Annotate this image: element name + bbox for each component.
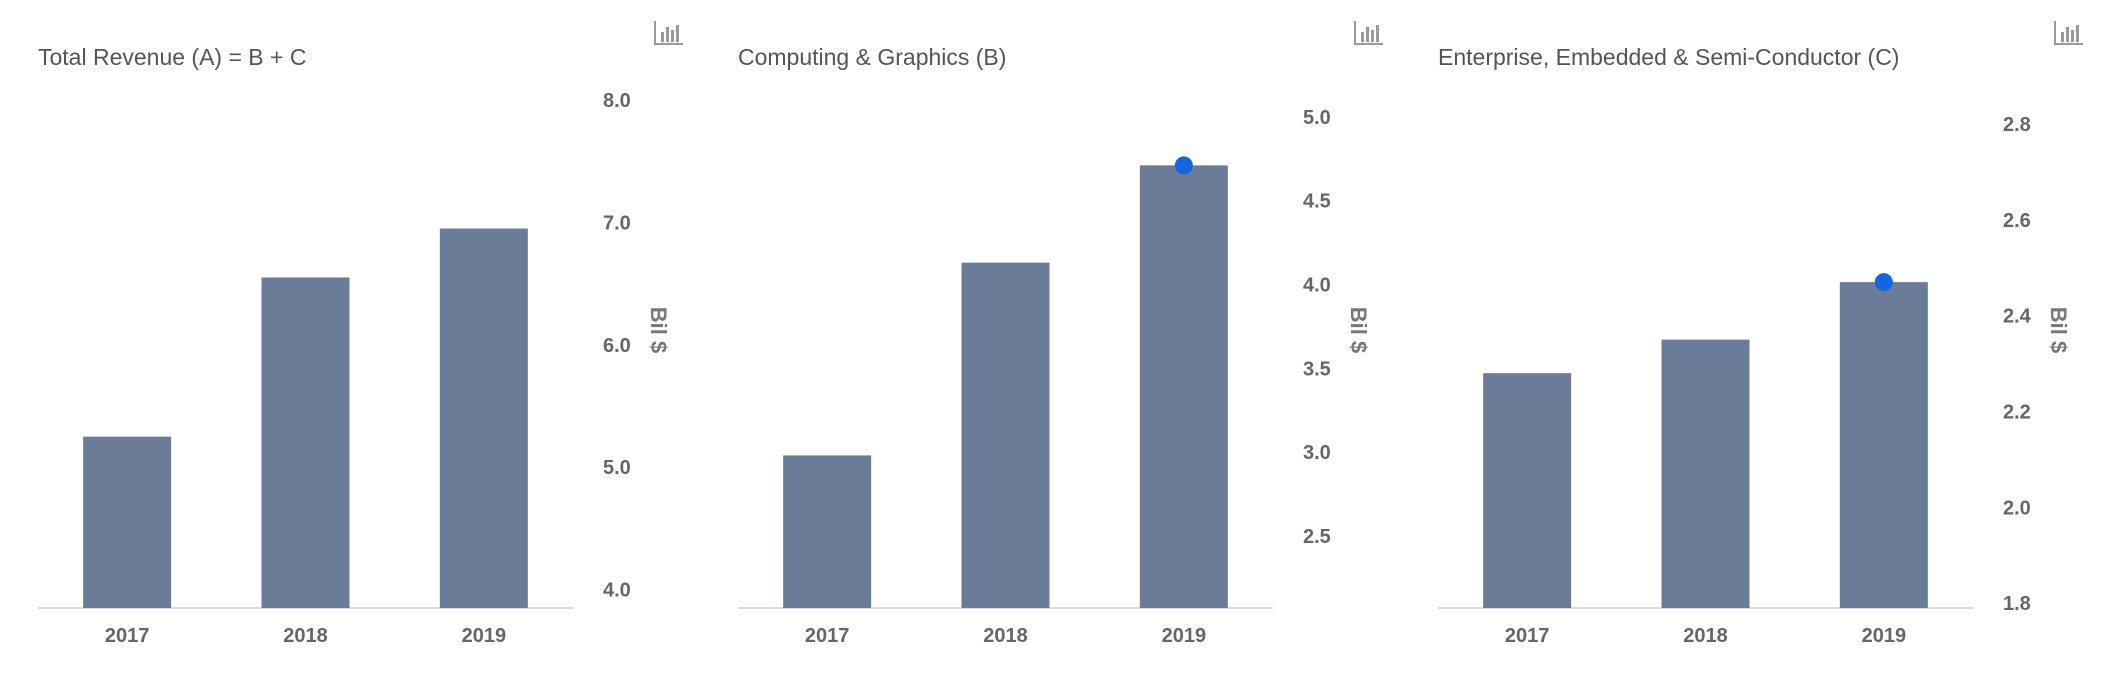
x-tick-label: 2017 <box>105 625 150 647</box>
chart-panel-total-revenue: Total Revenue (A) = B + C 4.0 5.0 6.0 7.0 8.… <box>0 0 700 692</box>
y-tick-label: 3.0 <box>1303 442 1331 464</box>
bar-2017[interactable] <box>1483 373 1572 608</box>
y-tick-label: 1.8 <box>2003 593 2031 615</box>
x-tick-label: 2019 <box>1162 625 1207 647</box>
chart-panel-enterprise-embedded: Enterprise, Embedded & Semi-Conductor (C… <box>1400 0 2100 692</box>
y-tick-label: 4.0 <box>1303 274 1331 296</box>
bar-chart-icon[interactable] <box>653 20 685 46</box>
bar-chart-computing-graphics: 2.5 3.0 3.5 4.0 4.5 5.0 Bil $ 2017 2018 2019 <box>738 107 1371 647</box>
chart-panel-computing-graphics: Computing & Graphics (B) 2.5 3.0 3.5 4.0 4.5… <box>700 0 1400 692</box>
bar-2019[interactable] <box>439 228 528 608</box>
bar-2018[interactable] <box>261 277 350 608</box>
x-tick-label: 2017 <box>805 625 850 647</box>
x-tick-label: 2018 <box>1683 625 1728 647</box>
bar-2019[interactable] <box>1839 282 1928 608</box>
y-tick-label: 2.8 <box>2003 114 2031 136</box>
x-tick-label: 2018 <box>283 625 328 647</box>
bar-2018[interactable] <box>1661 339 1750 608</box>
bar-2017[interactable] <box>783 455 872 608</box>
chart-title: Computing & Graphics (B) <box>738 44 1007 70</box>
x-tick-label: 2019 <box>462 625 507 647</box>
highlight-marker[interactable] <box>1874 273 1893 292</box>
bar-2018[interactable] <box>961 262 1050 608</box>
bar-2019[interactable] <box>1139 165 1228 608</box>
y-tick-label: 2.5 <box>1303 526 1331 548</box>
y-tick-label: 4.5 <box>1303 191 1331 213</box>
y-axis-unit-label: Bil $ <box>2046 307 2071 353</box>
chart-title: Total Revenue (A) = B + C <box>38 44 307 70</box>
x-tick-label: 2017 <box>1505 625 1550 647</box>
chart-title: Enterprise, Embedded & Semi-Conductor (C… <box>1438 44 1900 70</box>
y-tick-label: 5.0 <box>603 457 631 479</box>
bar-chart-total-revenue: 4.0 5.0 6.0 7.0 8.0 Bil $ 2017 2018 2019 <box>38 90 671 647</box>
y-tick-label: 2.0 <box>2003 497 2031 519</box>
bar-2017[interactable] <box>83 436 172 608</box>
y-tick-label: 5.0 <box>1303 107 1331 129</box>
highlight-marker[interactable] <box>1174 156 1193 175</box>
y-axis-unit-label: Bil $ <box>1346 307 1371 353</box>
x-tick-label: 2018 <box>983 625 1028 647</box>
y-tick-label: 2.6 <box>2003 210 2031 232</box>
y-axis-unit-label: Bil $ <box>646 307 671 353</box>
y-tick-label: 8.0 <box>603 90 631 112</box>
y-tick-label: 3.5 <box>1303 358 1331 380</box>
x-tick-label: 2019 <box>1862 625 1907 647</box>
bar-chart-icon[interactable] <box>1353 20 1385 46</box>
y-tick-label: 2.2 <box>2003 402 2031 424</box>
bar-chart-icon[interactable] <box>2053 20 2085 46</box>
y-tick-label: 2.4 <box>2003 306 2032 328</box>
bar-chart-enterprise-embedded: 1.8 2.0 2.2 2.4 2.6 2.8 Bil $ 2017 2018 2019 <box>1438 114 2071 647</box>
y-tick-label: 6.0 <box>603 335 631 357</box>
y-tick-label: 7.0 <box>603 212 631 234</box>
y-tick-label: 4.0 <box>603 580 631 602</box>
